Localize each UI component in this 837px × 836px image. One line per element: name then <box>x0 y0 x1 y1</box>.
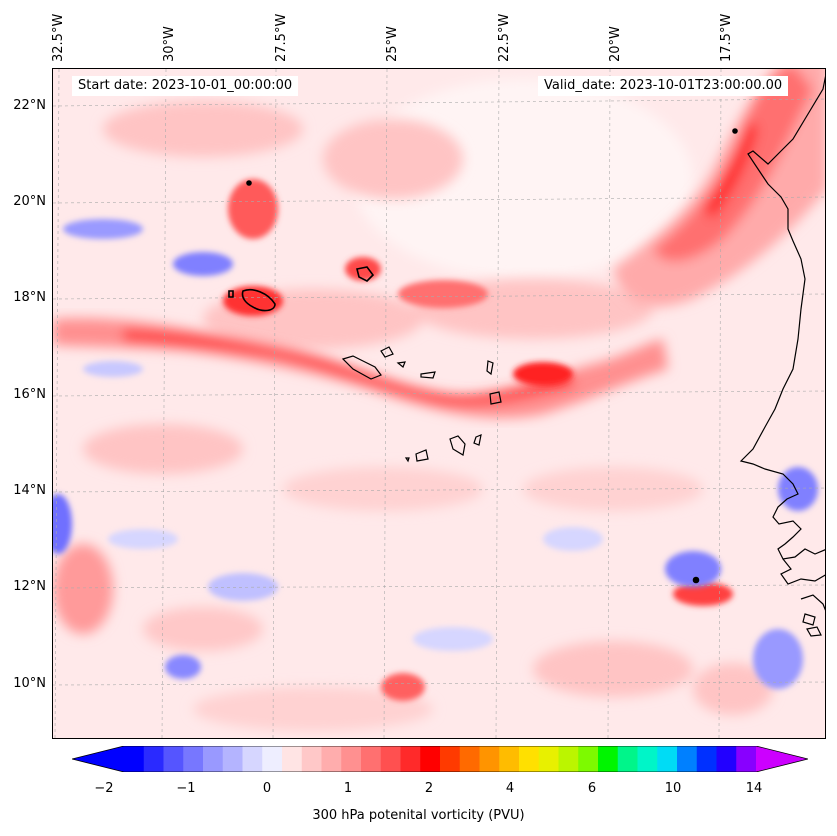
colorbar-swatch <box>578 746 599 772</box>
colorbar-tick-label: 6 <box>587 781 597 796</box>
colorbar-swatch <box>677 746 698 772</box>
colorbar-swatch <box>143 746 164 772</box>
pv-contours <box>228 128 738 584</box>
colorbar-swatch <box>420 746 441 772</box>
colorbar-tick-label: 10 <box>664 781 682 796</box>
colorbar-extend-max <box>756 746 808 772</box>
start-date-label: Start date: 2023-10-01_00:00:00 <box>72 76 299 96</box>
africa-coastline <box>739 75 825 637</box>
colorbar-swatch <box>716 746 737 772</box>
colorbar-swatch <box>696 746 717 772</box>
colorbar-swatch <box>222 746 243 772</box>
northeast-pv-band <box>613 69 825 307</box>
colorbar-swatch <box>459 746 480 772</box>
lon-label-22-5w: 22.5°W <box>497 13 512 62</box>
colorbar-swatch <box>301 746 322 772</box>
central-pv-band <box>53 318 668 418</box>
lat-label-14n: 14°N <box>13 483 46 498</box>
colorbar-swatch <box>617 746 638 772</box>
colorbar-extend-min <box>72 746 124 772</box>
map-gridlines <box>53 69 825 738</box>
colorbar-swatch <box>538 746 559 772</box>
lat-label-12n: 12°N <box>13 579 46 594</box>
colorbar-swatch <box>203 746 224 772</box>
colorbar-swatch <box>499 746 520 772</box>
colorbar-swatch <box>519 746 540 772</box>
colorbar-tick-label: 4 <box>505 781 515 796</box>
colorbar-swatch <box>637 746 658 772</box>
northwest-red-features <box>223 179 733 701</box>
negative-pv-patches <box>53 219 818 689</box>
colorbar-swatch <box>400 746 421 772</box>
lat-label-16n: 16°N <box>13 387 46 402</box>
lon-label-32-5w: 32.5°W <box>51 13 66 62</box>
colorbar-tick-label: 2 <box>424 781 434 796</box>
lon-label-30w: 30°W <box>162 26 177 62</box>
pv-map-panel <box>52 68 826 739</box>
colorbar-swatch <box>341 746 362 772</box>
lon-label-27-5w: 27.5°W <box>274 13 289 62</box>
colorbar-swatch <box>183 746 204 772</box>
colorbar-swatch <box>479 746 500 772</box>
lat-label-20n: 20°N <box>13 194 46 209</box>
colorbar-swatch <box>282 746 303 772</box>
lon-label-17-5w: 17.5°W <box>719 13 734 62</box>
colorbar-tick-label: −2 <box>94 781 114 796</box>
colorbar-swatch <box>736 746 757 772</box>
colorbar-swatch <box>124 746 145 772</box>
lat-label-18n: 18°N <box>13 290 46 305</box>
lon-label-20w: 20°W <box>608 26 623 62</box>
colorbar-title: 300 hPa potenital vorticity (PVU) <box>312 808 525 823</box>
pv-map-field <box>53 69 825 738</box>
colorbar-tick-label: 14 <box>745 781 763 796</box>
lat-label-22n: 22°N <box>13 98 46 113</box>
valid-date-label: Valid_date: 2023-10-01T23:00:00.00 <box>538 76 789 96</box>
colorbar-swatch <box>321 746 342 772</box>
lat-label-10n: 10°N <box>13 676 46 691</box>
colorbar-swatch <box>440 746 461 772</box>
colorbar-swatch <box>242 746 263 772</box>
colorbar-swatch <box>262 746 283 772</box>
colorbar-tick-label: 1 <box>343 781 353 796</box>
colorbar <box>72 746 808 772</box>
colorbar-swatch <box>598 746 619 772</box>
colorbar-swatch <box>163 746 184 772</box>
colorbar-swatch <box>558 746 579 772</box>
colorbar-swatch <box>361 746 382 772</box>
colorbar-tick-label: 0 <box>262 781 272 796</box>
colorbar-swatch <box>657 746 678 772</box>
colorbar-swatch <box>380 746 401 772</box>
cape-verde-islands <box>341 346 502 463</box>
lon-label-25w: 25°W <box>385 26 400 62</box>
colorbar-tick-label: −1 <box>176 781 196 796</box>
